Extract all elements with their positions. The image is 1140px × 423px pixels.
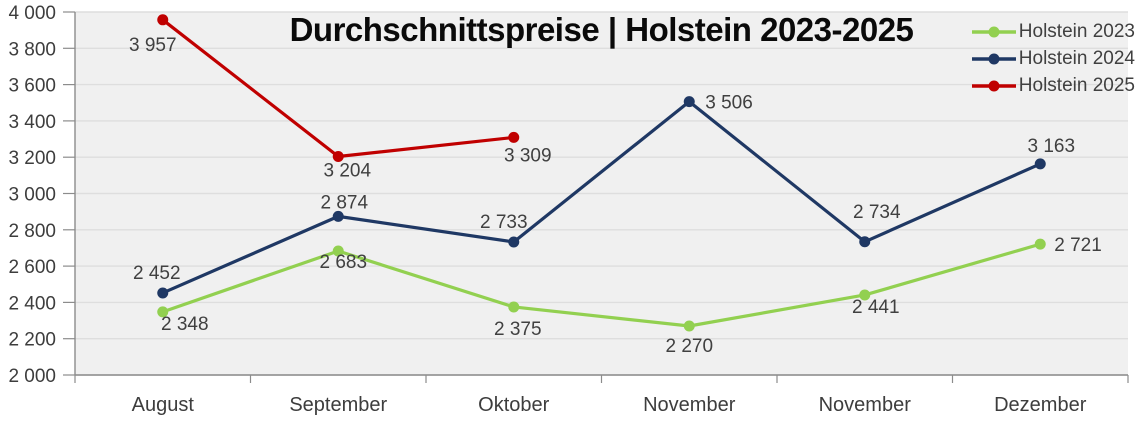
y-tick-label: 2 600	[8, 257, 56, 278]
legend-label: Holstein 2023	[1018, 20, 1135, 42]
data-point	[332, 210, 344, 222]
data-label: 2 348	[161, 314, 209, 335]
data-point	[332, 150, 344, 162]
data-point	[157, 14, 169, 26]
data-label: 2 734	[853, 202, 901, 223]
y-tick-label: 2 000	[8, 366, 56, 387]
x-tick-label: September	[289, 394, 387, 416]
data-point	[157, 306, 169, 318]
legend-label: Holstein 2024	[1018, 47, 1135, 69]
x-tick-label: November	[819, 394, 912, 416]
y-tick-label: 3 200	[8, 148, 56, 169]
data-point	[859, 236, 871, 248]
legend-marker-icon	[971, 53, 1016, 64]
y-tick-label: 2 400	[8, 293, 56, 314]
legend: Holstein 2023 Holstein 2024 Holstein 2025	[971, 19, 1135, 98]
data-point	[859, 289, 871, 301]
y-tick-label: 2 800	[8, 221, 56, 242]
data-label: 3 204	[323, 160, 371, 181]
series-line-holstein-2024	[161, 100, 1042, 295]
data-point	[508, 301, 520, 313]
data-label: 2 721	[1054, 235, 1102, 256]
x-tick-label: Oktober	[478, 394, 549, 416]
data-label: 2 733	[480, 212, 528, 233]
data-point	[508, 236, 520, 248]
legend-marker-icon	[971, 80, 1016, 91]
legend-label: Holstein 2025	[1018, 74, 1135, 96]
data-point	[1034, 238, 1046, 250]
data-label: 3 309	[504, 145, 552, 166]
data-label: 2 874	[320, 192, 368, 213]
y-tick-label: 2 200	[8, 330, 56, 351]
data-label: 2 683	[319, 252, 367, 273]
x-tick-label: August	[132, 394, 195, 416]
legend-entry: Holstein 2024	[971, 46, 1135, 71]
data-point	[683, 320, 695, 332]
data-label: 2 441	[852, 297, 900, 318]
y-tick-label: 4 000	[8, 3, 56, 24]
chart-title: Durchschnittspreise | Holstein 2023-2025	[289, 11, 914, 48]
legend-marker-icon	[971, 26, 1016, 37]
y-tick-label: 3 400	[8, 112, 56, 133]
data-label: 2 452	[133, 263, 181, 284]
data-point	[683, 96, 695, 108]
x-tick-label: November	[643, 394, 736, 416]
y-tick-label: 3 600	[8, 76, 56, 97]
y-tick-label: 3 000	[8, 185, 56, 206]
data-point	[508, 131, 520, 143]
data-label: 3 506	[705, 93, 753, 114]
series-line-holstein-2023	[161, 242, 1042, 328]
data-label: 3 957	[129, 35, 177, 56]
x-tick-label: Dezember	[994, 394, 1087, 416]
data-point	[157, 287, 169, 299]
data-label: 3 163	[1027, 136, 1075, 157]
legend-entry: Holstein 2025	[971, 73, 1135, 98]
data-label: 2 270	[665, 336, 713, 357]
data-label: 2 375	[494, 319, 542, 340]
y-tick-label: 3 800	[8, 39, 56, 60]
data-point	[332, 245, 344, 257]
data-point	[1034, 158, 1046, 170]
legend-entry: Holstein 2023	[971, 19, 1135, 44]
